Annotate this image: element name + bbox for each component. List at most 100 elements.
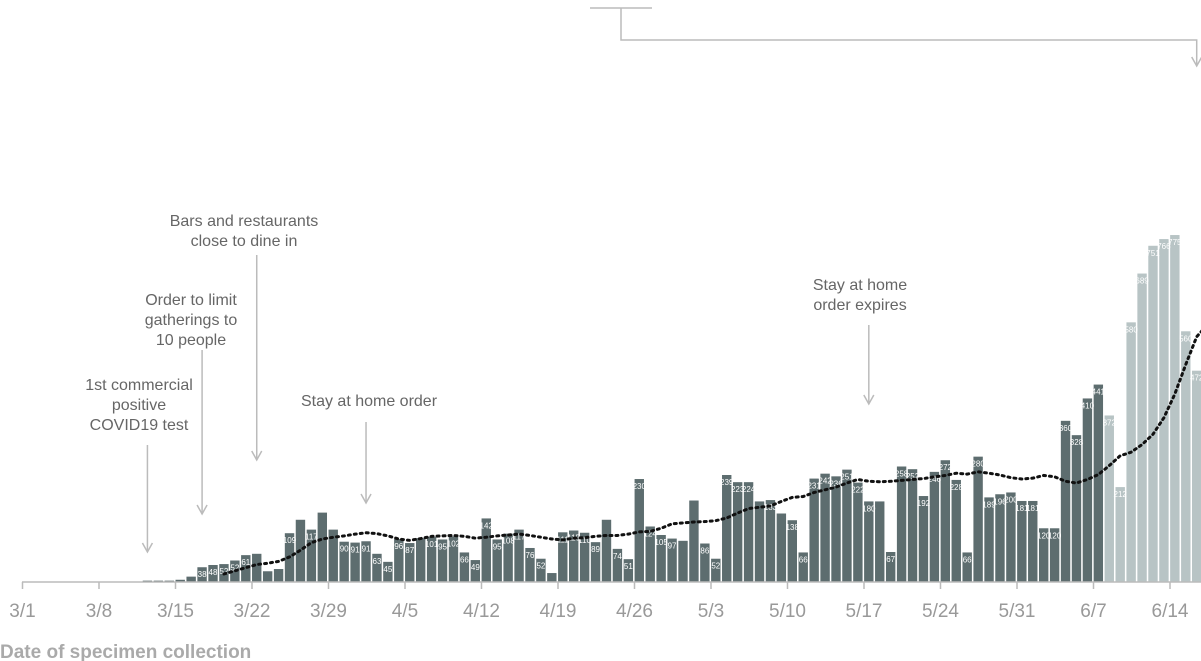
bar-value-label: 52 bbox=[219, 567, 228, 576]
annotation-text: Stay at home order bbox=[301, 393, 438, 410]
bar bbox=[394, 539, 404, 582]
bar bbox=[328, 529, 338, 582]
bar bbox=[175, 579, 185, 582]
bar bbox=[197, 567, 207, 582]
bar bbox=[1104, 415, 1114, 582]
bar-value-label: 328 bbox=[1070, 438, 1084, 447]
bar-value-label: 751 bbox=[1146, 249, 1160, 258]
bar bbox=[656, 534, 666, 582]
bar bbox=[765, 500, 776, 582]
annotation-bracket-line bbox=[590, 7, 1198, 66]
bar bbox=[361, 541, 371, 582]
x-tick-label: 4/5 bbox=[392, 601, 418, 622]
x-tick-label: 5/10 bbox=[769, 601, 806, 622]
bar bbox=[481, 518, 491, 582]
bar bbox=[1049, 528, 1060, 582]
bar-value-label: 117 bbox=[513, 533, 526, 542]
bar bbox=[317, 512, 328, 582]
bar-value-label: 86 bbox=[700, 547, 709, 556]
bar bbox=[875, 501, 885, 582]
bar bbox=[514, 529, 524, 582]
bar-value-label: 410 bbox=[1081, 401, 1095, 410]
bar-value-label: 775 bbox=[1168, 238, 1182, 247]
bar-value-label: 76 bbox=[526, 551, 535, 560]
annotation-text: positive bbox=[112, 397, 166, 414]
bar bbox=[405, 543, 415, 582]
bar-value-label: 52 bbox=[230, 564, 239, 573]
x-tick-label: 4/26 bbox=[616, 601, 653, 622]
bar-value-label: 242 bbox=[818, 477, 832, 486]
bar-value-label: 63 bbox=[373, 557, 382, 566]
bar bbox=[1071, 435, 1082, 582]
x-tick-label: 3/1 bbox=[9, 601, 35, 622]
bar-value-label: 49 bbox=[471, 563, 480, 572]
bar bbox=[700, 543, 710, 582]
bar bbox=[787, 520, 797, 582]
bar bbox=[306, 529, 317, 582]
bar-value-label: 196 bbox=[993, 497, 1007, 506]
x-tick-label: 4/19 bbox=[540, 601, 577, 622]
bar bbox=[678, 540, 688, 582]
bar bbox=[241, 555, 251, 582]
annotation-arrowhead bbox=[141, 542, 154, 554]
bar bbox=[918, 496, 929, 582]
bar-value-label: 1077 bbox=[1199, 103, 1201, 112]
bar bbox=[252, 553, 262, 582]
bar bbox=[645, 526, 655, 582]
annotation-text: gatherings to bbox=[145, 312, 238, 329]
x-tick-label: 5/17 bbox=[846, 601, 883, 622]
bar-value-label: 117 bbox=[305, 533, 318, 542]
bar-value-label: 89 bbox=[591, 545, 600, 554]
bar-value-label: 45 bbox=[383, 565, 392, 574]
bar bbox=[601, 519, 612, 582]
bar-value-label: 66 bbox=[963, 555, 972, 564]
bar bbox=[711, 558, 721, 582]
bar bbox=[722, 475, 732, 582]
annotation-text: order expires bbox=[813, 297, 906, 314]
bar bbox=[940, 460, 951, 582]
bar bbox=[569, 530, 579, 582]
bar-value-label: 183 bbox=[764, 503, 778, 512]
bar-value-label: 212 bbox=[1114, 490, 1128, 499]
bar bbox=[1006, 492, 1016, 582]
bar-value-label: 181 bbox=[1015, 504, 1029, 513]
bar-value-label: 91 bbox=[351, 546, 360, 555]
bar-value-label: 181 bbox=[1026, 504, 1040, 513]
bar bbox=[262, 571, 273, 582]
bar-value-label: 360 bbox=[1059, 424, 1073, 433]
bar bbox=[339, 541, 349, 582]
bar bbox=[667, 538, 677, 582]
bar bbox=[612, 548, 623, 582]
x-tick-label: 3/29 bbox=[310, 601, 347, 622]
annotation-arrowhead bbox=[863, 394, 875, 406]
bar-value-label: 180 bbox=[862, 504, 876, 513]
bar-value-label: 109 bbox=[283, 536, 297, 545]
bar-value-label: 67 bbox=[886, 555, 895, 564]
bar bbox=[831, 476, 841, 582]
bar-value-label: 48 bbox=[209, 568, 218, 577]
bar bbox=[1159, 239, 1169, 582]
annotation-text: Stay at home bbox=[813, 277, 907, 294]
x-tick-label: 3/8 bbox=[86, 601, 112, 622]
bar-value-label: 236 bbox=[829, 479, 843, 488]
bar-value-label: 52 bbox=[711, 562, 720, 571]
bar bbox=[470, 560, 481, 582]
x-tick-label: 5/31 bbox=[999, 601, 1036, 622]
bar-value-label: 230 bbox=[633, 482, 647, 491]
bar bbox=[776, 513, 787, 582]
bar-value-label: 74 bbox=[613, 552, 622, 561]
bar-value-label: 228 bbox=[950, 483, 964, 492]
x-tick-label: 6/7 bbox=[1080, 601, 1106, 622]
bar-value-label: 246 bbox=[928, 475, 942, 484]
bar-value-label: 239 bbox=[720, 478, 734, 487]
bar-value-label: 105 bbox=[654, 538, 668, 547]
bar bbox=[907, 469, 918, 582]
bar-value-label: 251 bbox=[840, 473, 854, 482]
bar-value-label: 66 bbox=[460, 555, 469, 564]
bar-value-label: 52 bbox=[536, 562, 545, 571]
bar-value-label: 272 bbox=[939, 463, 953, 472]
bar bbox=[426, 536, 437, 582]
annotation-text: 1st commercial bbox=[85, 377, 193, 394]
bar bbox=[525, 547, 535, 582]
bar-value-label: 766 bbox=[1157, 242, 1171, 251]
